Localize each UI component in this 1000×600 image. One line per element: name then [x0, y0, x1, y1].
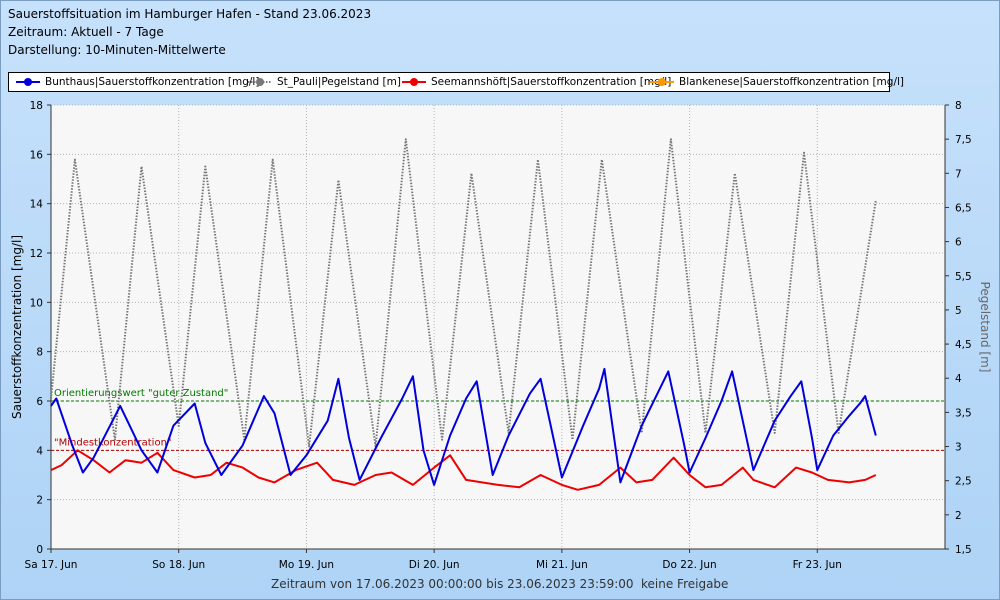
legend-swatch-marker [24, 78, 32, 86]
x-tick-label: Di 20. Jun [409, 559, 460, 571]
y-tick-label: 8 [36, 347, 43, 359]
x-tick-label: Mo 19. Jun [279, 559, 334, 571]
legend-swatch [402, 78, 426, 86]
legend-label: Seemannshöft|Sauerstoffkonzentration [mg… [431, 76, 672, 88]
series-line-1 [50, 138, 877, 448]
y-tick-label: 6 [36, 396, 43, 408]
plot-background [51, 105, 945, 549]
series-line-2 [50, 449, 877, 491]
y2-tick-label: 5,5 [955, 271, 972, 283]
y2-tick-label: 8 [955, 100, 962, 112]
y2-tick-label: 7,5 [955, 134, 972, 146]
y-tick-label: 4 [36, 445, 43, 457]
y2-tick-label: 3 [955, 442, 962, 454]
legend-swatch [248, 78, 272, 86]
legend-label: Blankenese|Sauerstoffkonzentration [mg/l… [679, 76, 905, 88]
chart-title: Sauerstoffsituation im Hamburger Hafen -… [8, 7, 372, 21]
y2-tick-label: 4,5 [955, 339, 972, 351]
y2-tick-label: 3,5 [955, 407, 972, 419]
y2-tick-label: 2,5 [955, 476, 972, 488]
reference-line-label: "Mindestkonzentration" [54, 437, 172, 448]
legend-swatch [650, 78, 674, 86]
y2-tick-label: 1,5 [955, 544, 972, 556]
y-tick-label: 0 [36, 544, 43, 556]
y-tick-label: 10 [30, 297, 43, 309]
y-tick-label: 12 [30, 248, 43, 260]
legend-swatch-marker [410, 78, 418, 86]
period-label: Zeitraum: Aktuell - 7 Tage [8, 25, 164, 39]
y2-tick-label: 2 [955, 510, 962, 522]
legend-label: Bunthaus|Sauerstoffkonzentration [mg/l] [45, 76, 260, 88]
chart-legend: Bunthaus|Sauerstoffkonzentration [mg/l] S… [8, 72, 904, 92]
legend-label: St_Pauli|Pegelstand [m] [277, 76, 401, 88]
display-label: Darstellung: 10-Minuten-Mittelwerte [8, 43, 226, 57]
x-tick-label: Sa 17. Jun [25, 559, 78, 571]
series-line-0 [50, 367, 877, 486]
reference-line-label: Orientierungswert "guter Zustand" [54, 388, 228, 399]
legend-swatch-marker [256, 78, 264, 86]
legend-swatch [16, 78, 40, 86]
y2-tick-label: 6 [955, 237, 962, 249]
y2-tick-label: 5 [955, 305, 962, 317]
y2-tick-label: 4 [955, 373, 962, 385]
x-tick-label: So 18. Jun [152, 559, 205, 571]
x-tick-label: Do 22. Jun [662, 559, 716, 571]
y-tick-label: 14 [30, 199, 44, 211]
y-tick-label: 16 [30, 149, 44, 161]
footer-range: Zeitraum von 17.06.2023 00:00:00 bis 23.… [271, 577, 634, 591]
y2-axis-title: Pegelstand [m] [978, 282, 992, 373]
x-tick-label: Fr 23. Jun [793, 559, 842, 571]
y-axis-title: Sauerstoffkonzentration [mg/l] [10, 235, 24, 419]
y-tick-label: 18 [30, 100, 43, 112]
footer-release: keine Freigabe [641, 577, 729, 591]
legend-swatch-marker [658, 78, 666, 86]
y2-tick-label: 6,5 [955, 202, 972, 214]
x-tick-label: Mi 21. Jun [536, 559, 588, 571]
y2-tick-label: 7 [955, 168, 962, 180]
y-tick-label: 2 [36, 495, 43, 507]
